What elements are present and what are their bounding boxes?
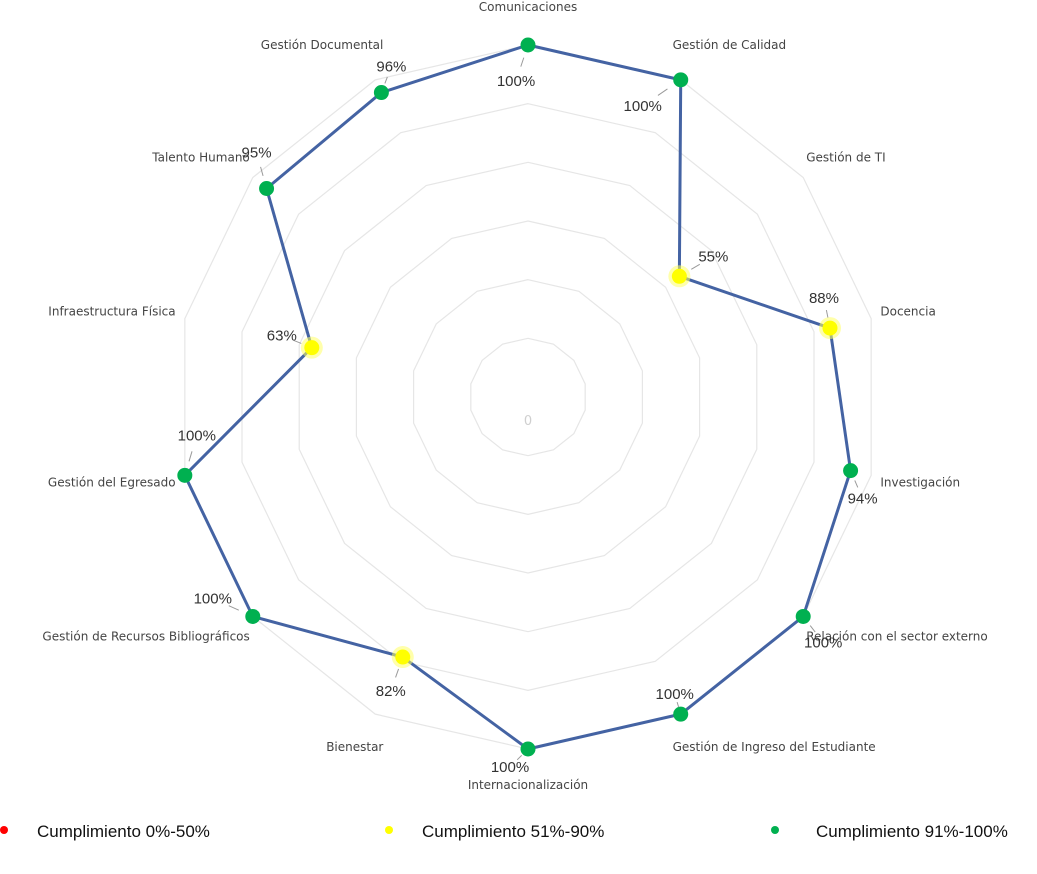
value-leader-line bbox=[825, 309, 829, 318]
value-leader-line bbox=[657, 88, 668, 96]
legend-item-mid: Cumplimiento 51%-90% bbox=[370, 818, 690, 846]
value-label: 100% bbox=[194, 590, 232, 607]
axis-zero-label: 0 bbox=[524, 414, 532, 429]
value-leader-line bbox=[188, 451, 193, 462]
value-leader-line bbox=[293, 339, 302, 344]
radar-labels: Comunicaciones Gestión de Calidad Gestión … bbox=[42, 0, 987, 792]
value-leader-line bbox=[809, 625, 816, 633]
data-point bbox=[395, 649, 411, 665]
value-label: 95% bbox=[242, 145, 272, 162]
value-leader-line bbox=[676, 701, 680, 708]
data-point bbox=[822, 320, 838, 336]
category-label: Gestión de Ingreso del Estudiante bbox=[673, 740, 876, 754]
category-label: Gestión del Egresado bbox=[48, 475, 176, 489]
data-point bbox=[177, 467, 193, 483]
value-leader-line bbox=[516, 754, 523, 761]
data-point bbox=[671, 268, 687, 284]
value-leader-line bbox=[520, 57, 525, 67]
grid-ring bbox=[241, 103, 815, 691]
category-label: Bienestar bbox=[326, 740, 383, 754]
category-label: Relación con el sector externo bbox=[806, 629, 988, 643]
value-label: 82% bbox=[376, 683, 406, 700]
legend-marker-low bbox=[0, 826, 8, 834]
category-label: Gestión de TI bbox=[806, 151, 885, 165]
value-leader-line bbox=[854, 480, 859, 488]
category-label: Internacionalización bbox=[468, 778, 588, 792]
grid-ring bbox=[470, 337, 586, 457]
category-label: Talento Humano bbox=[151, 151, 250, 165]
radar-series bbox=[177, 37, 859, 757]
category-label: Gestión de Calidad bbox=[673, 38, 787, 52]
grid-ring bbox=[355, 220, 701, 574]
value-leader-line bbox=[395, 668, 400, 678]
value-label: 100% bbox=[804, 634, 842, 651]
data-point bbox=[373, 85, 389, 101]
category-label: Gestión Documental bbox=[261, 38, 384, 52]
data-point bbox=[673, 706, 689, 722]
legend-label-high: Cumplimiento 91%-100% bbox=[816, 822, 1008, 841]
value-label: 94% bbox=[848, 491, 878, 508]
category-label: Docencia bbox=[880, 305, 935, 319]
category-label: Gestión de Recursos Bibliográficos bbox=[42, 629, 249, 643]
value-label: 100% bbox=[656, 686, 694, 703]
grid-ring bbox=[298, 161, 758, 633]
value-label: 55% bbox=[698, 248, 728, 265]
legend: Cumplimiento 0%-50% Cumplimiento 51%-90%… bbox=[0, 818, 1037, 846]
legend-item-low: Cumplimiento 0%-50% bbox=[0, 818, 300, 846]
value-label: 100% bbox=[491, 759, 529, 776]
value-label: 100% bbox=[624, 98, 662, 115]
legend-marker-mid bbox=[385, 826, 393, 834]
data-point bbox=[843, 463, 859, 479]
value-label: 100% bbox=[178, 427, 216, 444]
legend-marker-high bbox=[771, 826, 779, 834]
category-label: Investigación bbox=[880, 475, 960, 489]
category-label: Infraestructura Física bbox=[48, 305, 175, 319]
legend-label-mid: Cumplimiento 51%-90% bbox=[422, 822, 605, 841]
value-label: 96% bbox=[376, 59, 406, 76]
data-point bbox=[245, 608, 261, 624]
data-point bbox=[673, 72, 689, 88]
data-point bbox=[520, 741, 536, 757]
value-leader-line bbox=[228, 605, 240, 611]
data-point bbox=[520, 37, 536, 53]
value-label: 88% bbox=[809, 290, 839, 307]
grid-ring bbox=[413, 279, 643, 515]
legend-item-high: Cumplimiento 91%-100% bbox=[765, 818, 1037, 846]
series-line bbox=[183, 43, 853, 751]
value-leader-line bbox=[691, 263, 701, 270]
value-leader-line bbox=[260, 166, 264, 177]
category-label: Comunicaciones bbox=[479, 0, 577, 14]
data-point bbox=[304, 340, 320, 356]
data-point bbox=[795, 608, 811, 624]
value-label: 63% bbox=[267, 328, 297, 345]
value-label: 100% bbox=[497, 73, 535, 90]
value-leader-line bbox=[384, 76, 388, 84]
data-point bbox=[259, 181, 275, 197]
legend-label-low: Cumplimiento 0%-50% bbox=[37, 822, 210, 841]
